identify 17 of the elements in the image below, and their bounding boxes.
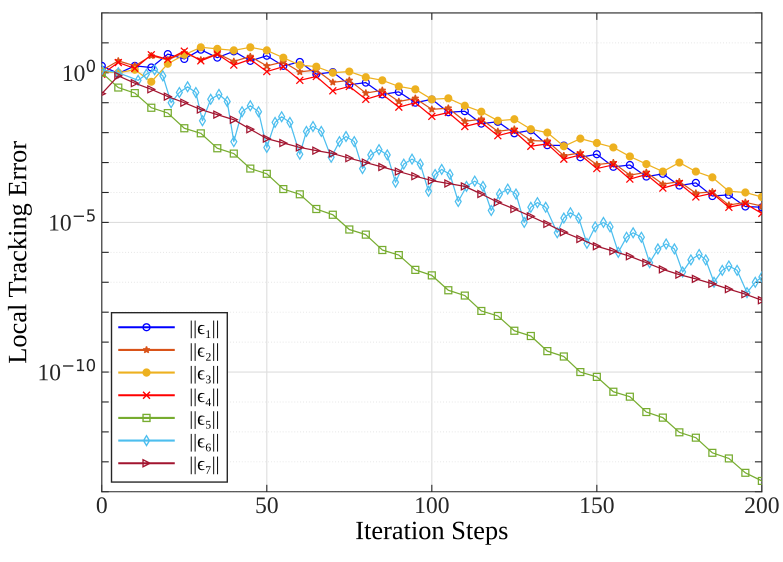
legend-label: ||ϵ₄|| <box>190 388 218 406</box>
x-tick-label: 100 <box>416 497 449 514</box>
legend-label: ||ϵ₇|| <box>190 456 218 474</box>
x-tick-label: 0 <box>96 497 107 514</box>
legend-label: ||ϵ₁|| <box>190 320 218 338</box>
y-tick-label: 10$^{−10}$ <box>40 358 96 380</box>
x-tick-label: 50 <box>256 497 278 514</box>
legend-label: ||ϵ₆|| <box>190 434 218 452</box>
legend-label: ||ϵ₃|| <box>190 366 218 384</box>
legend-label: ||ϵ₅|| <box>190 411 218 429</box>
legend-label: ||ϵ₂|| <box>190 343 218 361</box>
y-axis-title: Local Tracking Error <box>8 141 32 363</box>
x-tick-label: 150 <box>581 497 614 514</box>
x-axis-title: Iteration Steps <box>356 522 508 545</box>
y-tick-label: 10$^{−5}$ <box>50 209 95 231</box>
y-tick-label: 10$^{0}$ <box>64 60 96 82</box>
x-tick-label: 200 <box>745 497 779 514</box>
